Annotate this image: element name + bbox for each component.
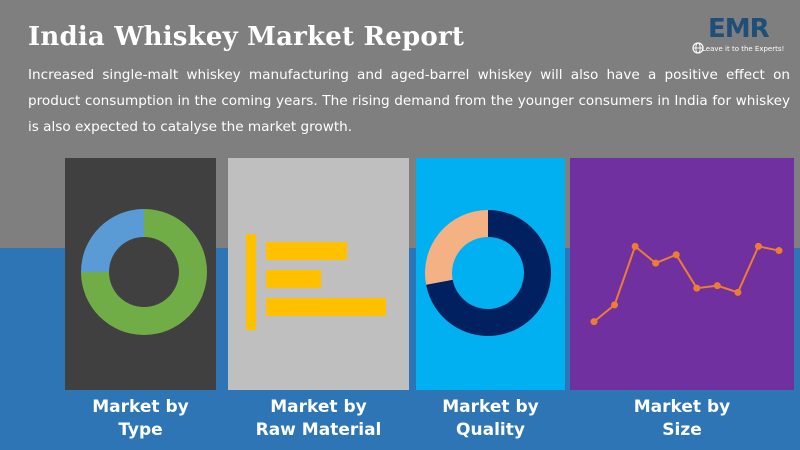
- logo-tagline: Leave it to the Experts!: [702, 45, 785, 53]
- globe-icon: [692, 42, 704, 54]
- quality-donut-slice-0: [426, 210, 551, 336]
- size-line-chart: [590, 242, 783, 326]
- panel-type: [65, 158, 216, 390]
- type-donut-slice-0: [81, 209, 207, 335]
- size-line-series: [593, 244, 780, 323]
- quality-donut-slice-1: [425, 210, 488, 285]
- raw-material-axis: [246, 234, 256, 330]
- size-line-point-2: [631, 242, 639, 250]
- raw-material-bar-2: [266, 298, 386, 316]
- segment-label-size: Market by Size: [633, 397, 731, 440]
- size-line-point-5: [693, 284, 701, 292]
- size-line-point-1: [611, 301, 619, 309]
- segment-label-raw-material: Market by Raw Material: [255, 397, 382, 440]
- type-donut-slice-1: [81, 209, 144, 272]
- size-line-point-0: [590, 318, 598, 326]
- page-title: India Whiskey Market Report: [28, 22, 465, 52]
- quality-donut-chart: [425, 210, 551, 336]
- page-description: Increased single-malt whiskey manufactur…: [28, 67, 790, 135]
- panel-size: [570, 158, 794, 390]
- size-line-point-6: [713, 282, 721, 290]
- size-line-point-9: [775, 247, 783, 255]
- size-line-point-4: [672, 251, 680, 259]
- size-line-point-3: [652, 259, 660, 267]
- emr-logo: EMR Leave it to the Experts!: [688, 14, 788, 58]
- raw-material-bar-chart: [246, 234, 386, 330]
- segment-label-type: Market by Type: [92, 397, 189, 440]
- segment-label-quality: Market by Quality: [442, 397, 539, 440]
- size-line-point-8: [754, 242, 762, 250]
- size-line-point-7: [734, 288, 742, 296]
- panel-quality: [416, 158, 565, 390]
- raw-material-bar-1: [266, 270, 322, 288]
- logo-text: EMR: [708, 14, 770, 44]
- raw-material-bar-0: [266, 242, 348, 260]
- panel-raw-material: [228, 158, 409, 390]
- type-donut-chart: [81, 209, 207, 335]
